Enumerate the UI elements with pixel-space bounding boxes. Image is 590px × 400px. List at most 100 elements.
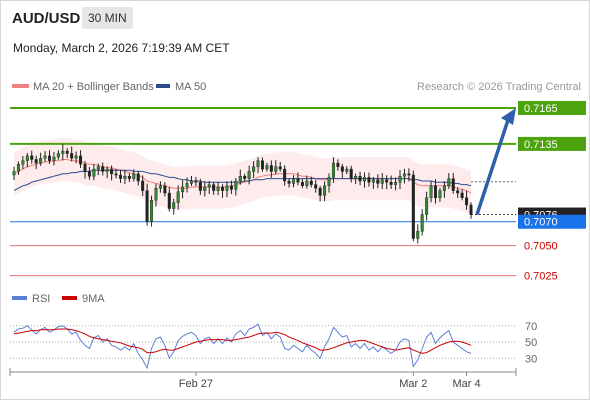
symbol-title: AUD/USD bbox=[12, 10, 81, 27]
candle bbox=[212, 182, 216, 195]
candle-body-down bbox=[87, 171, 91, 177]
candle bbox=[34, 155, 38, 170]
candle bbox=[136, 171, 140, 186]
resistance-label: 0.7165 bbox=[524, 103, 558, 115]
candle-body-down bbox=[349, 168, 353, 179]
candle bbox=[265, 162, 269, 172]
candle bbox=[256, 157, 260, 174]
candle bbox=[145, 183, 149, 226]
candle-body-down bbox=[385, 179, 389, 183]
pivot-label-box bbox=[518, 214, 586, 229]
candle-body-up bbox=[380, 179, 384, 184]
candle bbox=[442, 181, 446, 198]
candle-body-up bbox=[185, 183, 189, 188]
candle bbox=[389, 175, 393, 189]
chart-datetime: Monday, March 2, 2026 7:19:39 AM CET bbox=[13, 41, 230, 55]
candle-body-down bbox=[283, 168, 287, 182]
candle-body-up bbox=[331, 162, 335, 178]
candle bbox=[438, 187, 442, 202]
candle bbox=[385, 175, 389, 190]
candle-body-up bbox=[442, 185, 446, 191]
candle-body-up bbox=[256, 160, 260, 167]
forecast-arrow-shaft bbox=[475, 119, 510, 216]
candle bbox=[16, 161, 20, 176]
candle bbox=[105, 166, 109, 179]
candle bbox=[176, 185, 180, 210]
candle-body-down bbox=[136, 173, 140, 182]
candle-body-up bbox=[305, 180, 309, 187]
candle-body-up bbox=[25, 155, 29, 161]
candle-body-up bbox=[105, 168, 109, 172]
candle-body-down bbox=[229, 185, 233, 190]
candle-body-down bbox=[411, 174, 415, 239]
forecast-arrow-head bbox=[501, 107, 516, 125]
candle-body-up bbox=[181, 186, 185, 192]
candle bbox=[260, 157, 264, 172]
candle bbox=[216, 181, 220, 196]
candle bbox=[269, 160, 273, 178]
ma50-line bbox=[13, 169, 472, 192]
candle bbox=[101, 162, 105, 176]
candle bbox=[434, 179, 438, 204]
candle bbox=[189, 175, 193, 186]
candle-body-down bbox=[407, 173, 411, 176]
candle-body-up bbox=[354, 176, 358, 179]
candle-body-down bbox=[300, 182, 304, 187]
candle-body-down bbox=[269, 165, 273, 172]
candle-body-up bbox=[132, 173, 136, 179]
timeframe-badge[interactable]: 30 MIN bbox=[82, 7, 133, 29]
candle-body-up bbox=[225, 185, 229, 191]
rsi-tick-label: 70 bbox=[525, 321, 537, 333]
candle-body-up bbox=[265, 165, 269, 170]
candle bbox=[465, 190, 469, 210]
rsi-legend-label: RSI bbox=[32, 293, 50, 305]
candle-body-down bbox=[118, 174, 122, 179]
candle bbox=[79, 150, 83, 168]
candle-body-down bbox=[336, 162, 340, 167]
candle bbox=[150, 195, 154, 227]
candle-body-down bbox=[456, 190, 460, 194]
candle bbox=[238, 169, 242, 185]
moving-averages bbox=[13, 159, 472, 194]
candle bbox=[118, 169, 122, 183]
candle-body-up bbox=[438, 190, 442, 198]
candle bbox=[207, 180, 211, 194]
candle-body-up bbox=[52, 156, 56, 161]
candle bbox=[92, 164, 96, 181]
candle-body-up bbox=[447, 178, 451, 187]
candle bbox=[163, 182, 167, 197]
candle-body-down bbox=[79, 155, 83, 165]
candle-body-down bbox=[30, 155, 34, 160]
candle-body-up bbox=[74, 155, 78, 159]
pivot-label: 0.7070 bbox=[524, 217, 558, 229]
ma50-legend-label: MA 50 bbox=[175, 81, 206, 93]
candle-body-down bbox=[163, 185, 167, 194]
candle-body-down bbox=[434, 185, 438, 198]
candle bbox=[469, 202, 473, 219]
rsi-tick-label: 30 bbox=[525, 353, 537, 365]
candle-body-down bbox=[469, 204, 473, 215]
candle bbox=[376, 174, 380, 189]
candlesticks bbox=[12, 144, 473, 244]
candle-body-down bbox=[34, 159, 38, 164]
candle bbox=[451, 172, 455, 194]
candle bbox=[425, 191, 429, 221]
rsi-line bbox=[13, 323, 472, 370]
candle-body-up bbox=[216, 186, 220, 191]
candle bbox=[349, 165, 353, 183]
candle bbox=[398, 170, 402, 189]
candle bbox=[460, 189, 464, 201]
candle-body-down bbox=[314, 184, 318, 189]
candle bbox=[181, 180, 185, 199]
candle-body-up bbox=[176, 191, 180, 203]
candle-body-down bbox=[83, 164, 87, 172]
candle-body-up bbox=[43, 155, 47, 159]
candle-body-up bbox=[252, 166, 256, 172]
price-levels bbox=[10, 106, 516, 277]
candle bbox=[318, 185, 322, 202]
candle bbox=[141, 175, 145, 197]
candle-body-down bbox=[47, 155, 51, 161]
forecast-arrow bbox=[475, 107, 516, 216]
candle-body-up bbox=[234, 180, 238, 190]
candle bbox=[43, 151, 47, 162]
